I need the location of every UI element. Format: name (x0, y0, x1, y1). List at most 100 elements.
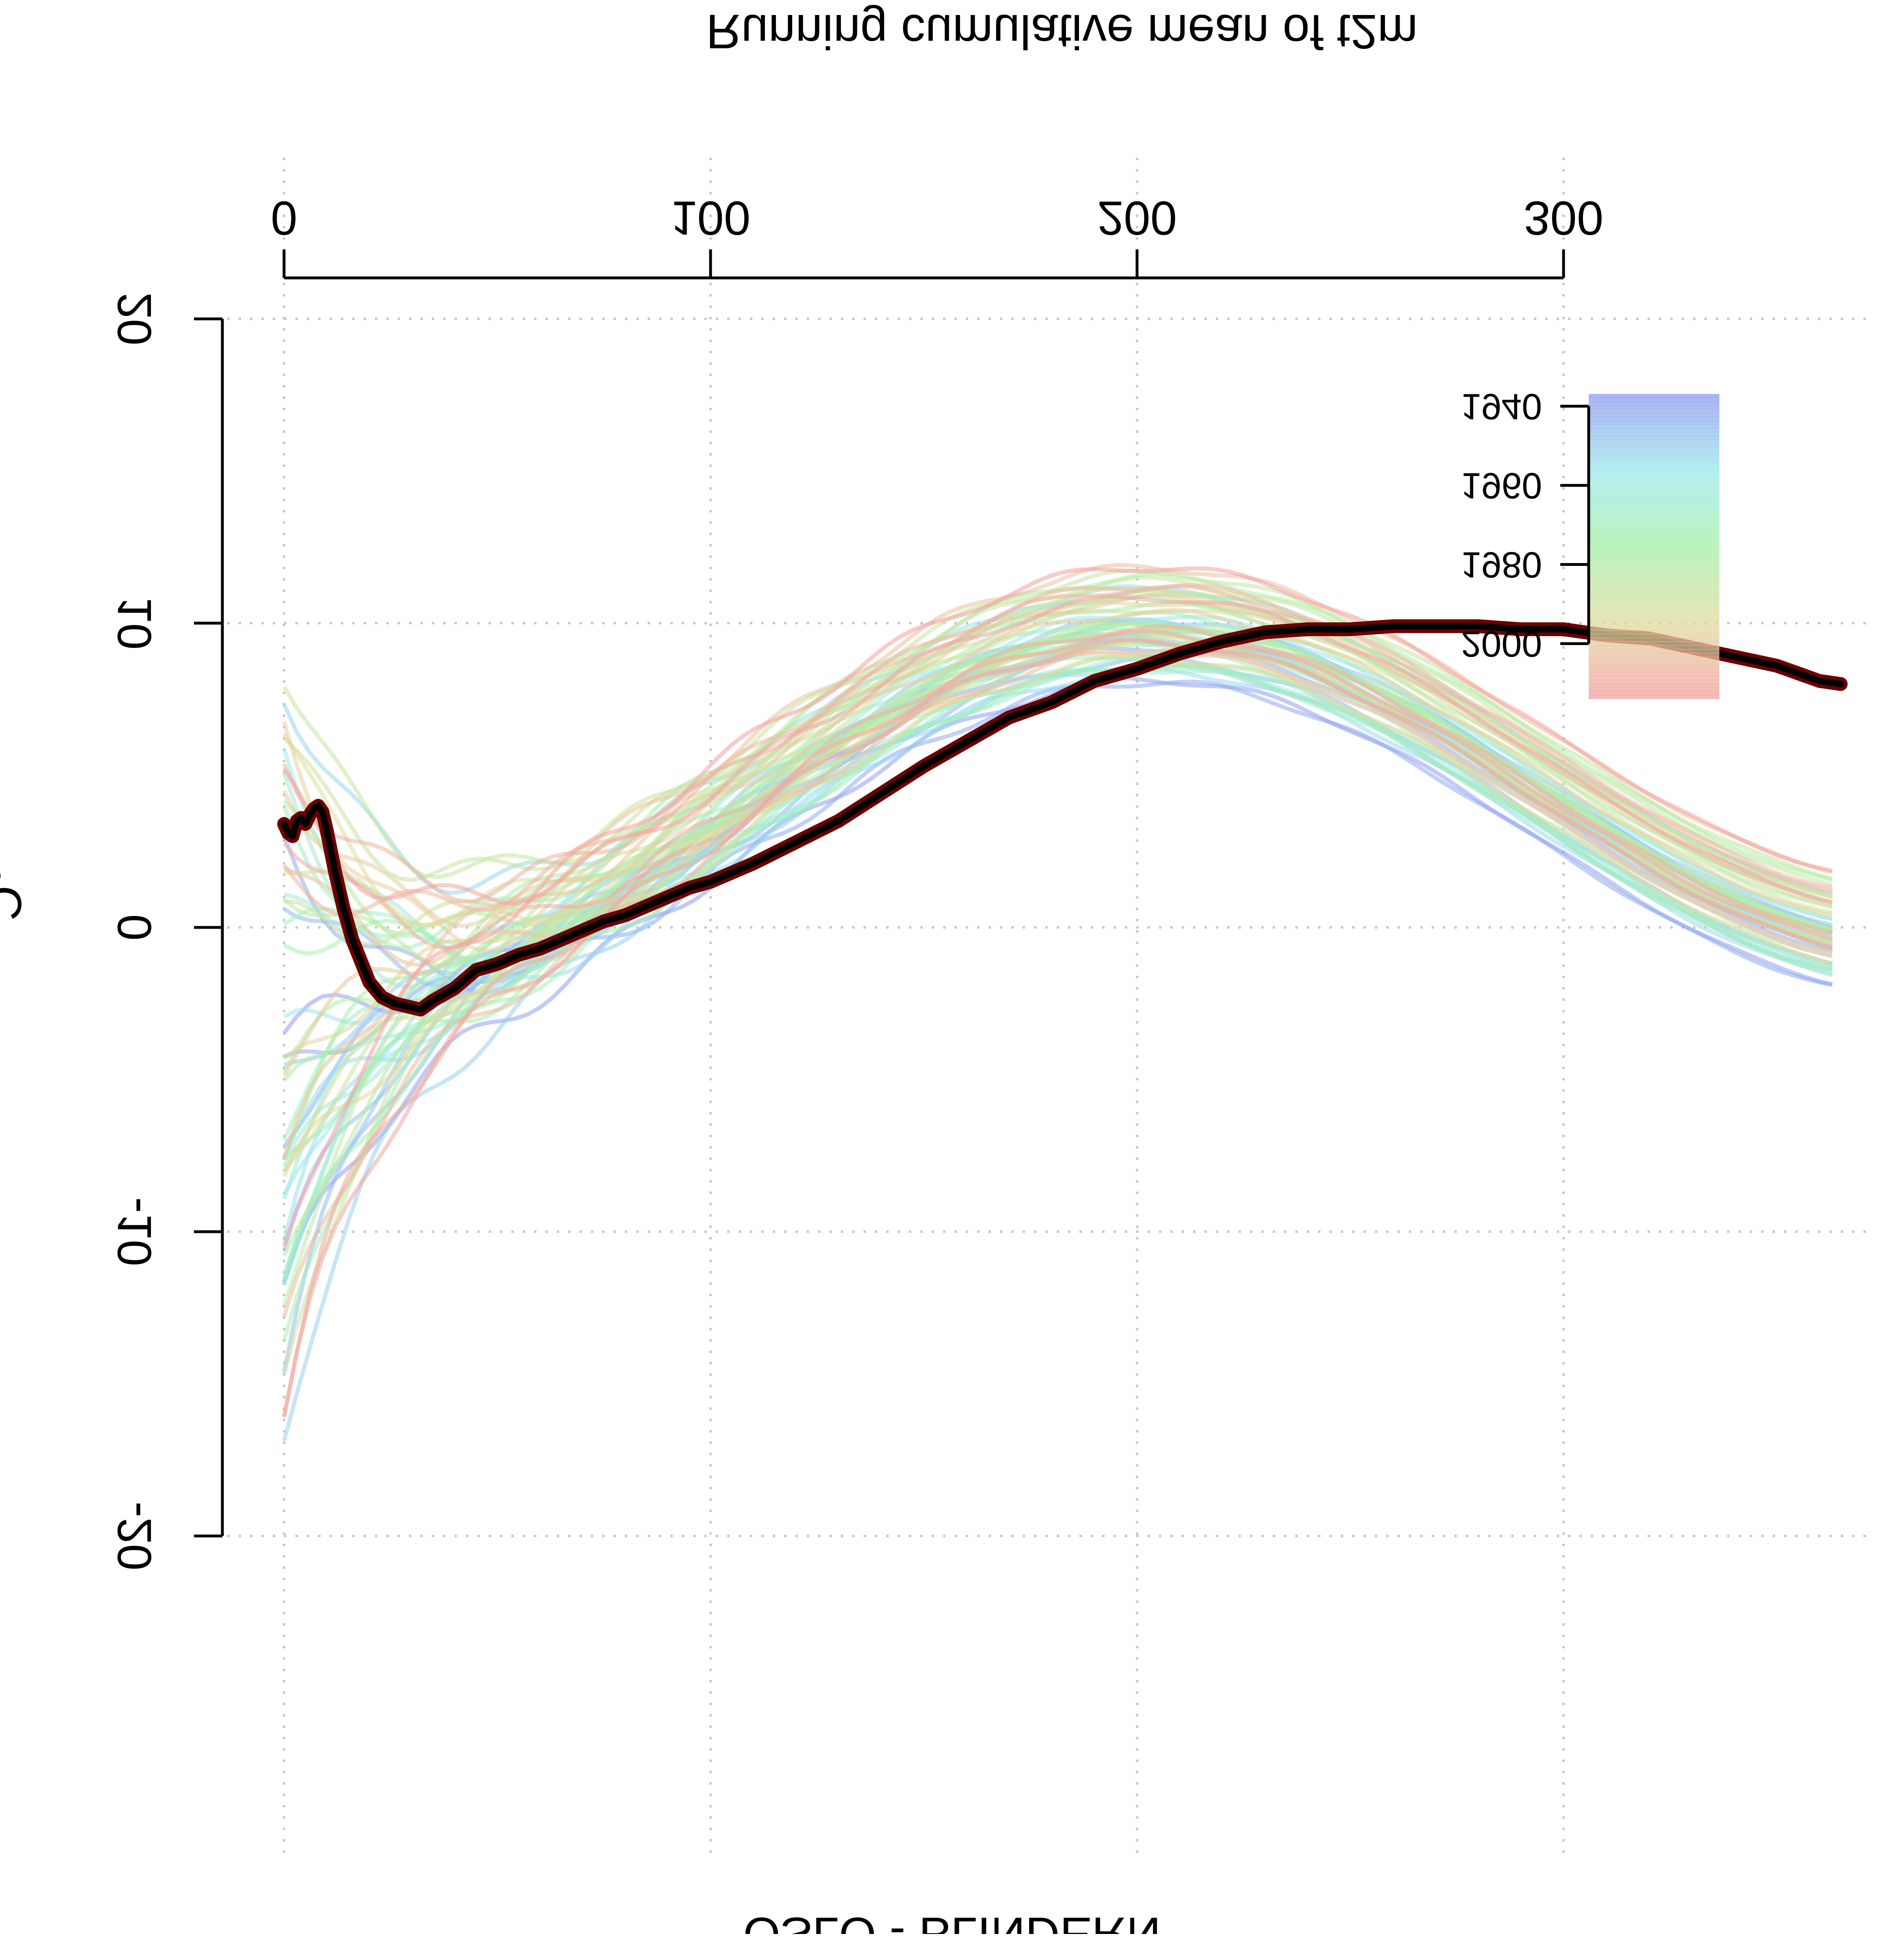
colorbar-segment (1589, 645, 1719, 650)
year-series-line (282, 637, 1833, 1417)
colorbar-segment (1589, 580, 1719, 585)
year-series-line (282, 594, 1833, 906)
chart-text: OSLO - BLINDERN Running cumulative mean … (0, 4, 1418, 1936)
colorbar-segment (1589, 443, 1719, 448)
year-series-line (282, 566, 1833, 1247)
colorbar-label: 2000 (1461, 623, 1542, 664)
colorbar-segment (1589, 618, 1719, 623)
colorbar-segment (1589, 478, 1719, 482)
colorbar-segment (1589, 512, 1719, 516)
colorbar-label: 1980 (1461, 544, 1542, 585)
x-tick-label: 100 (671, 191, 751, 245)
colorbar-segment (1589, 630, 1719, 635)
colorbar-segment (1589, 664, 1719, 669)
colorbar-segment (1589, 584, 1719, 589)
colorbar-segment (1589, 436, 1719, 440)
colorbar-segment (1589, 634, 1719, 638)
colorbar-segment (1589, 493, 1719, 497)
colorbar-segment (1589, 481, 1719, 486)
colorbar-label: 1960 (1461, 465, 1542, 506)
colorbar-segment (1589, 538, 1719, 543)
colorbar-segment (1589, 573, 1719, 577)
colorbar-segment (1589, 439, 1719, 444)
colorbar-segment (1589, 687, 1719, 692)
colorbar-segment (1589, 428, 1719, 432)
colorbar-segment (1589, 500, 1719, 505)
colorbar-segment (1589, 516, 1719, 520)
y-tick-label: -10 (108, 1197, 162, 1267)
colorbar-segment (1589, 398, 1719, 402)
colorbar-segment (1589, 561, 1719, 566)
colorbar-segment (1589, 656, 1719, 661)
colorbar-segment (1589, 470, 1719, 475)
colorbar-segment (1589, 504, 1719, 509)
colorbar-segment (1589, 615, 1719, 619)
colorbar-segment (1589, 695, 1719, 699)
colorbar-segment (1589, 565, 1719, 570)
colorbar-segment (1589, 691, 1719, 695)
colorbar-segment (1589, 641, 1719, 646)
colorbar-segment (1589, 542, 1719, 547)
highlighted-series-line (281, 623, 1844, 1013)
colorbar-segment (1589, 675, 1719, 680)
year-series-line (282, 583, 1833, 917)
colorbar-segment (1589, 531, 1719, 536)
colorbar-segment (1589, 527, 1719, 531)
colorbar-segment (1589, 523, 1719, 528)
axes: 0 100 200 300 -20 -10 0 10 20 (108, 191, 1603, 1570)
year-series-line (282, 629, 1833, 1418)
y-tick-label: -20 (108, 1501, 162, 1571)
colorbar-segment (1589, 576, 1719, 581)
y-tick-label: 0 (108, 914, 162, 941)
year-series-line (282, 624, 1833, 950)
year-series-line (282, 584, 1833, 904)
colorbar-segment (1589, 588, 1719, 593)
colorbar-segment (1589, 668, 1719, 673)
colorbar-segment (1589, 626, 1719, 631)
colorbar-segment (1589, 417, 1719, 421)
colorbar-label: 1940 (1461, 386, 1542, 426)
colorbar-segment (1589, 474, 1719, 478)
colorbar-segment (1589, 596, 1719, 600)
colorbar-segment (1589, 554, 1719, 558)
year-series-line (282, 568, 1833, 882)
colorbar-segment (1589, 489, 1719, 494)
y-tick-label: 20 (108, 292, 162, 345)
x-tick-label: 0 (271, 191, 297, 245)
colorbar-segment (1589, 413, 1719, 417)
colorbar-segment (1589, 405, 1719, 410)
colorbar-segment (1589, 508, 1719, 513)
colorbar-segment (1589, 607, 1719, 612)
colorbar-segment (1589, 458, 1719, 463)
colorbar-segment (1589, 466, 1719, 471)
colorbar-segment (1589, 420, 1719, 425)
colorbar-segment (1589, 432, 1719, 437)
colorbar-segment (1589, 569, 1719, 574)
colorbar-segment (1589, 447, 1719, 452)
colorbar-segment (1589, 660, 1719, 665)
colorbar-segment (1589, 401, 1719, 406)
chart-title: OSLO - BLINDERN (743, 1907, 1161, 1934)
y-tick-label: 10 (108, 596, 162, 650)
colorbar-segment (1589, 424, 1719, 429)
colorbar-segment (1589, 497, 1719, 501)
x-tick-label: 200 (1097, 191, 1177, 245)
y-axis-label: °C (0, 866, 32, 921)
colorbar-segment (1589, 535, 1719, 539)
colorbar-segment (1589, 451, 1719, 456)
colorbar-segment (1589, 603, 1719, 608)
colorbar-segment (1589, 394, 1719, 398)
colorbar-segment (1589, 637, 1719, 642)
year-series-line (282, 621, 1833, 1082)
colorbar-segment (1589, 485, 1719, 490)
colorbar-segment (1589, 680, 1719, 684)
colorbar-segment (1589, 683, 1719, 688)
colorbar-segment (1589, 653, 1719, 657)
colorbar-segment (1589, 649, 1719, 654)
colorbar-segment (1589, 519, 1719, 524)
colorbar-segment (1589, 557, 1719, 562)
colorbar-segment (1589, 546, 1719, 551)
colorbar-segment (1589, 599, 1719, 604)
